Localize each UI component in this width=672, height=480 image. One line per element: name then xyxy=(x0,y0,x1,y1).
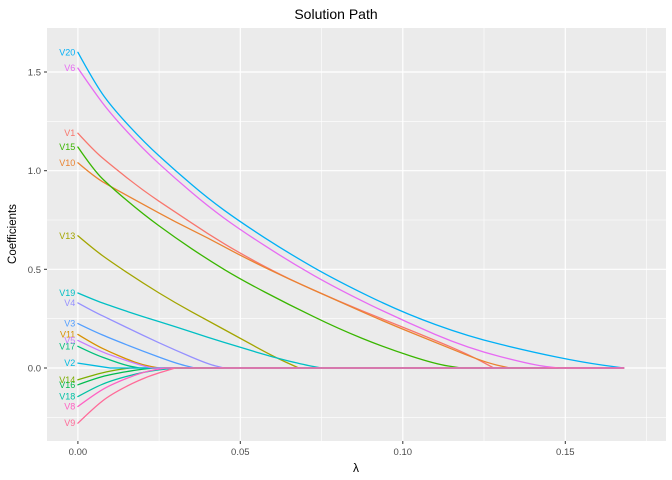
series-label-V14: V14 xyxy=(59,375,75,385)
series-line-V6 xyxy=(77,67,625,369)
plot-panel xyxy=(47,28,666,441)
series-line-V9 xyxy=(77,367,625,424)
series-line-V4 xyxy=(77,302,625,369)
series-label-V9: V9 xyxy=(64,418,75,428)
y-tick-label: 0.5 xyxy=(28,265,41,276)
series-label-V19: V19 xyxy=(59,288,75,298)
series-line-V20 xyxy=(77,51,625,369)
series-label-V3: V3 xyxy=(64,319,75,329)
series-label-V15: V15 xyxy=(59,142,75,152)
y-axis-title: Coefficients xyxy=(7,204,19,264)
x-tick-label: 0.00 xyxy=(69,447,88,458)
chart-title: Solution Path xyxy=(294,6,378,22)
series-label-V20: V20 xyxy=(59,47,75,57)
x-tick-label: 0.05 xyxy=(231,447,250,458)
series-label-V2: V2 xyxy=(64,358,75,368)
series-label-V5: V5 xyxy=(64,335,75,345)
series-line-V15 xyxy=(77,146,625,369)
x-axis-title: λ xyxy=(353,461,359,475)
series-label-V18: V18 xyxy=(59,392,75,402)
series-label-V16: V16 xyxy=(59,380,75,390)
series-line-V10 xyxy=(77,162,625,369)
series-line-V8 xyxy=(77,367,625,408)
series-line-V1 xyxy=(77,132,625,369)
series-line-V3 xyxy=(77,322,625,369)
x-tick-label: 0.15 xyxy=(556,447,575,458)
series-label-V10: V10 xyxy=(59,158,75,168)
series-line-V11 xyxy=(77,333,625,369)
series-line-V19 xyxy=(77,292,625,369)
series-line-V2 xyxy=(77,362,625,369)
series-label-V6: V6 xyxy=(64,63,75,73)
series-label-V8: V8 xyxy=(64,402,75,412)
series-label-V11: V11 xyxy=(60,329,75,339)
series-line-V5 xyxy=(77,339,625,369)
series-label-V13: V13 xyxy=(59,231,75,241)
series-line-V17 xyxy=(77,345,625,369)
series-line-V16 xyxy=(77,367,625,386)
y-tick-label: 1.0 xyxy=(28,166,41,177)
series-line-V13 xyxy=(77,235,625,369)
series-label-V17: V17 xyxy=(59,341,75,351)
series-label-V1: V1 xyxy=(64,128,75,138)
series-label-V4: V4 xyxy=(64,298,75,308)
series-line-V14 xyxy=(77,367,625,381)
y-tick-label: 0.0 xyxy=(28,364,41,375)
x-tick-label: 0.10 xyxy=(394,447,413,458)
y-tick-label: 1.5 xyxy=(28,68,41,79)
